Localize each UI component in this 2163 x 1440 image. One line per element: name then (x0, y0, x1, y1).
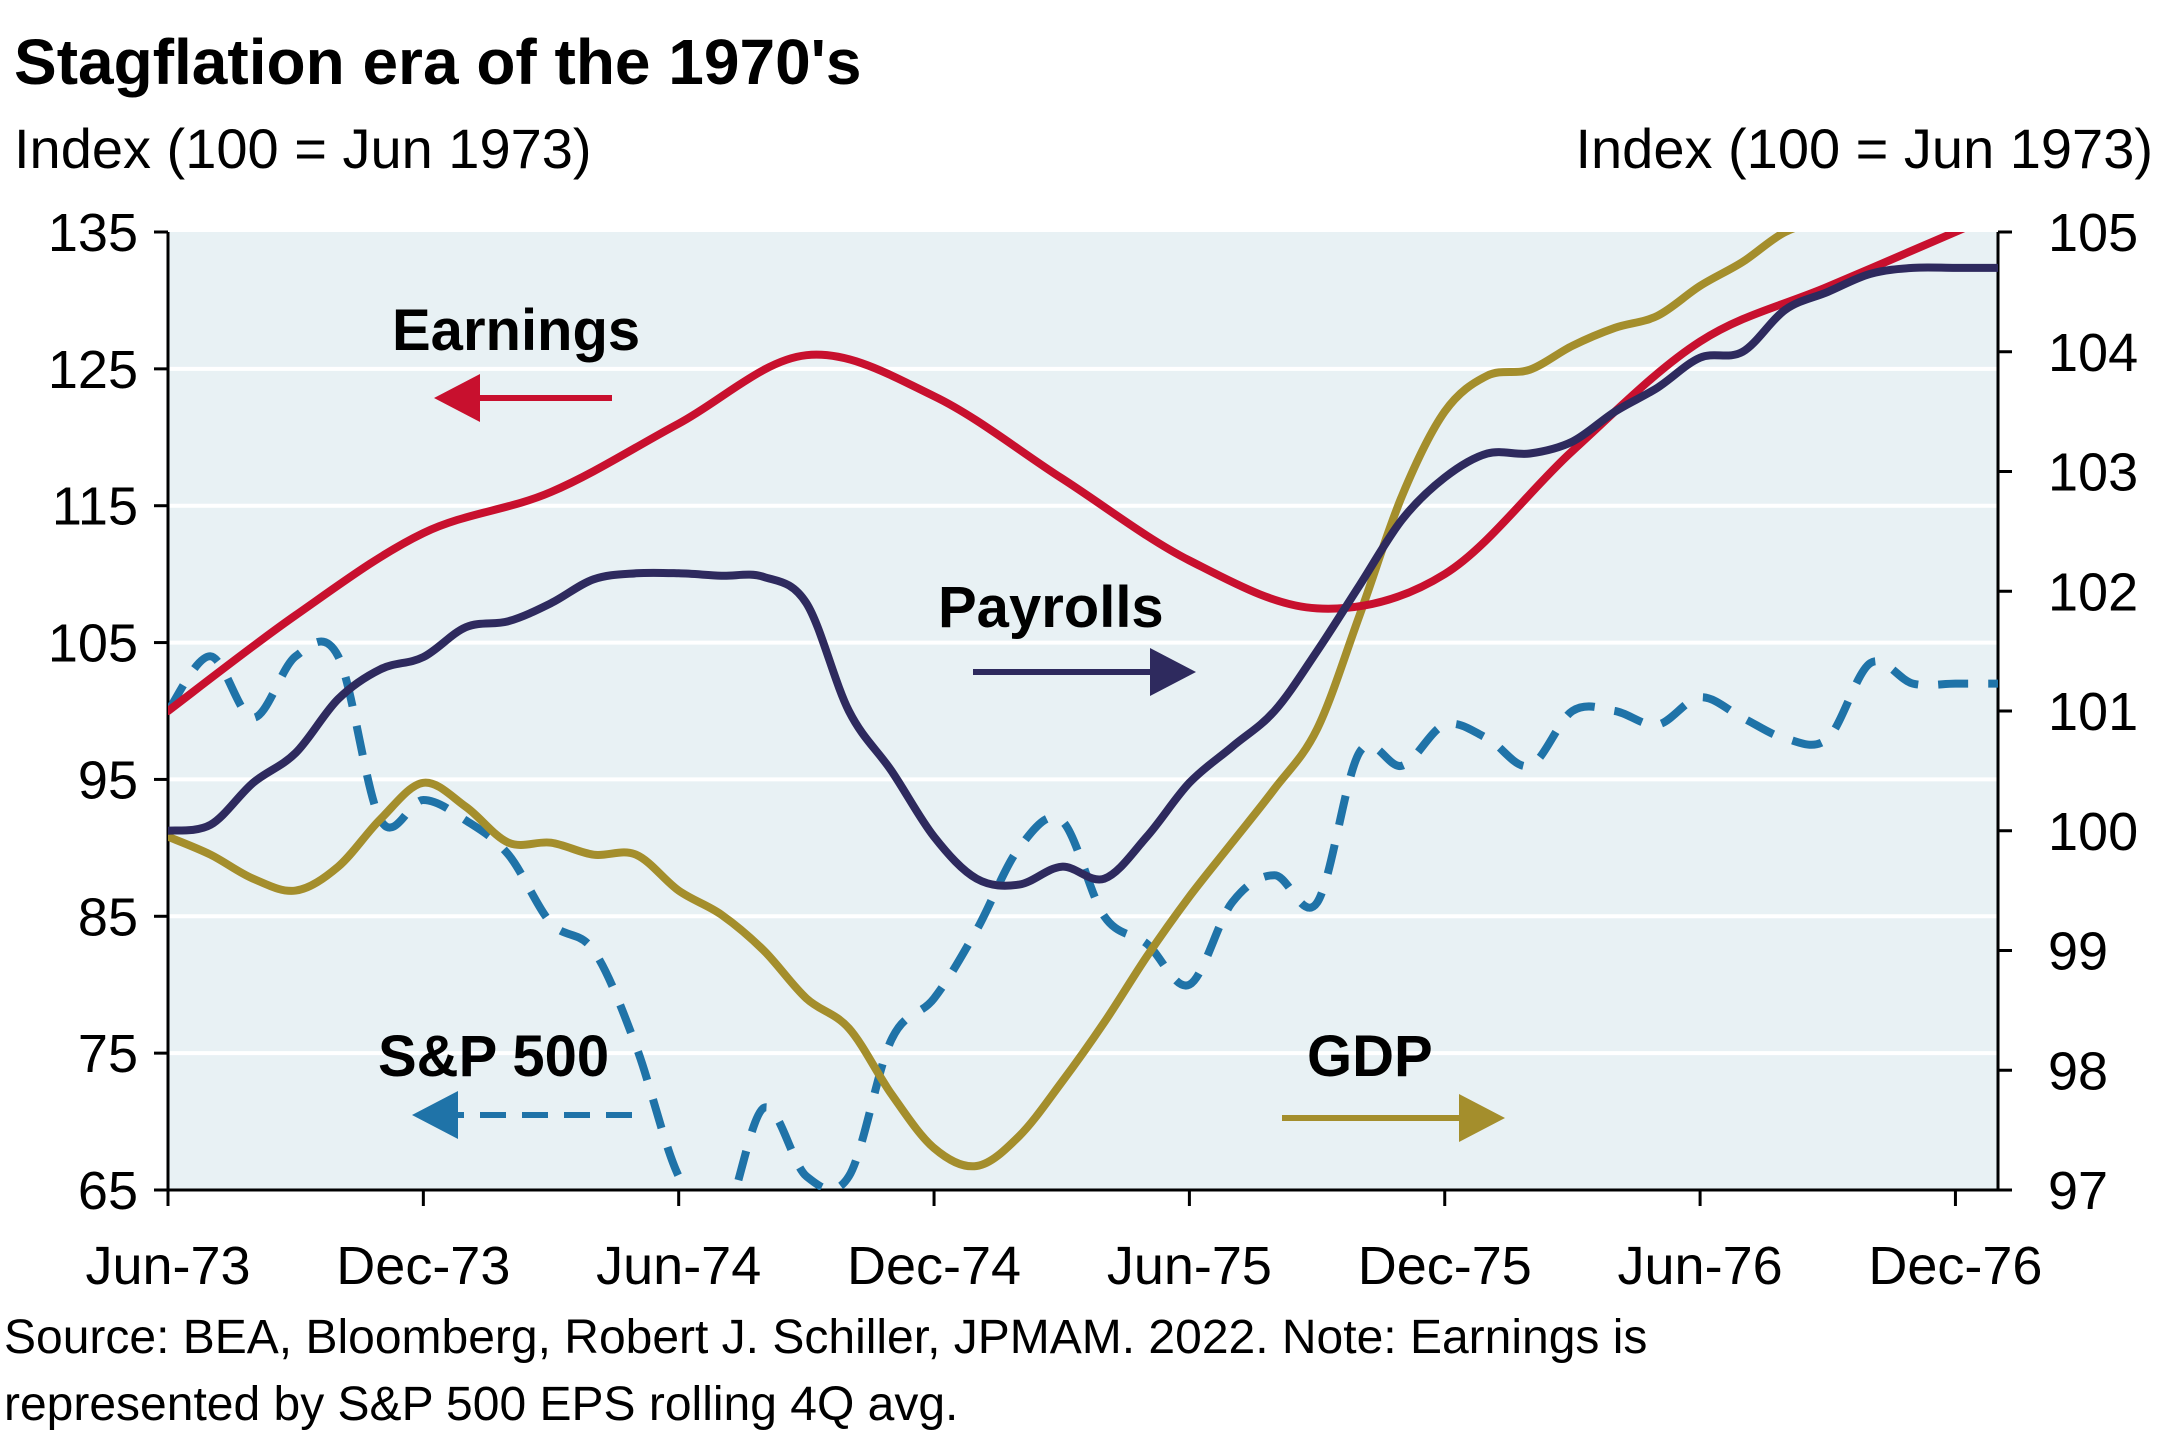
earnings-line (168, 232, 1966, 715)
left-tick-label: 95 (78, 750, 138, 810)
sp500-label: S&P 500 (378, 1024, 609, 1089)
x-tick-label: Jun-74 (596, 1236, 761, 1296)
left-tick-label: 115 (52, 477, 138, 537)
right-axis-label: Index (100 = Jun 1973) (1575, 117, 2153, 180)
left-axis-label: Index (100 = Jun 1973) (14, 117, 592, 180)
right-tick-label: 105 (2048, 203, 2138, 263)
series-labels: Earnings Payrolls S&P 500 GDP (378, 298, 1433, 1089)
source-note-line-2: represented by S&P 500 EPS rolling 4Q av… (4, 1378, 958, 1431)
right-tick-label: 97 (2048, 1161, 2108, 1221)
right-tick-label: 98 (2048, 1041, 2108, 1101)
right-tick-label: 100 (2048, 802, 2138, 862)
left-tick-label: 105 (48, 614, 138, 674)
gdp-line (168, 232, 1796, 1171)
right-tick-label: 103 (2048, 443, 2138, 503)
payrolls-line (168, 263, 1998, 890)
source-note-line-1: Source: BEA, Bloomberg, Robert J. Schill… (4, 1311, 1647, 1364)
right-tick-label: 104 (2048, 323, 2138, 383)
right-tick-label: 102 (2048, 562, 2138, 622)
left-tick-label: 135 (48, 203, 138, 263)
x-tick-label: Dec-73 (336, 1236, 510, 1296)
payrolls-arrow-head (1150, 648, 1196, 696)
sp500-arrow-head (412, 1091, 458, 1139)
sp500-line (168, 637, 1998, 1190)
plot-area: 135 125 115 105 95 85 75 65 105 104 103 102 101 100 99… (48, 203, 2138, 1296)
right-tick-label: 99 (2048, 922, 2108, 982)
left-tick-label: 65 (78, 1161, 138, 1221)
earnings-arrow-head (434, 374, 480, 422)
chart-title: Stagflation era of the 1970's (14, 26, 861, 98)
earnings-label: Earnings (392, 298, 640, 363)
left-tick-label: 125 (48, 340, 138, 400)
left-tick-label: 85 (78, 887, 138, 947)
left-tick-label: 75 (78, 1024, 138, 1084)
gdp-arrow-head (1459, 1094, 1505, 1142)
gdp-label: GDP (1307, 1024, 1433, 1089)
x-tick-label: Jun-73 (85, 1236, 250, 1296)
x-tick-label: Jun-75 (1107, 1236, 1272, 1296)
right-tick-label: 101 (2048, 682, 2138, 742)
x-tick-label: Dec-74 (847, 1236, 1021, 1296)
x-tick-label: Jun-76 (1618, 1236, 1783, 1296)
x-tick-label: Dec-75 (1358, 1236, 1532, 1296)
payrolls-label: Payrolls (938, 575, 1164, 640)
x-tick-label: Dec-76 (1868, 1236, 2042, 1296)
